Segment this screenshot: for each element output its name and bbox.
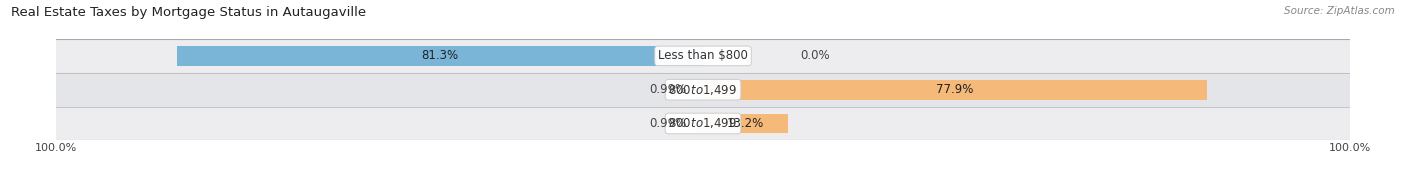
Bar <box>56 39 1350 73</box>
Text: $800 to $1,499: $800 to $1,499 <box>668 83 738 97</box>
Text: 0.99%: 0.99% <box>650 117 688 130</box>
Bar <box>696 80 703 99</box>
Bar <box>696 114 703 133</box>
Text: $800 to $1,499: $800 to $1,499 <box>668 116 738 130</box>
Bar <box>703 80 1206 99</box>
Text: 81.3%: 81.3% <box>422 49 458 62</box>
Text: 13.2%: 13.2% <box>727 117 765 130</box>
Text: 77.9%: 77.9% <box>936 83 973 96</box>
Text: Less than $800: Less than $800 <box>658 49 748 62</box>
Bar <box>56 107 1350 140</box>
Bar <box>177 46 703 66</box>
Text: Real Estate Taxes by Mortgage Status in Autaugaville: Real Estate Taxes by Mortgage Status in … <box>11 6 367 19</box>
Bar <box>56 73 1350 107</box>
Bar <box>703 114 789 133</box>
Text: Source: ZipAtlas.com: Source: ZipAtlas.com <box>1284 6 1395 16</box>
Text: 0.0%: 0.0% <box>800 49 830 62</box>
Text: 0.99%: 0.99% <box>650 83 688 96</box>
Legend: Without Mortgage, With Mortgage: Without Mortgage, With Mortgage <box>581 194 825 195</box>
